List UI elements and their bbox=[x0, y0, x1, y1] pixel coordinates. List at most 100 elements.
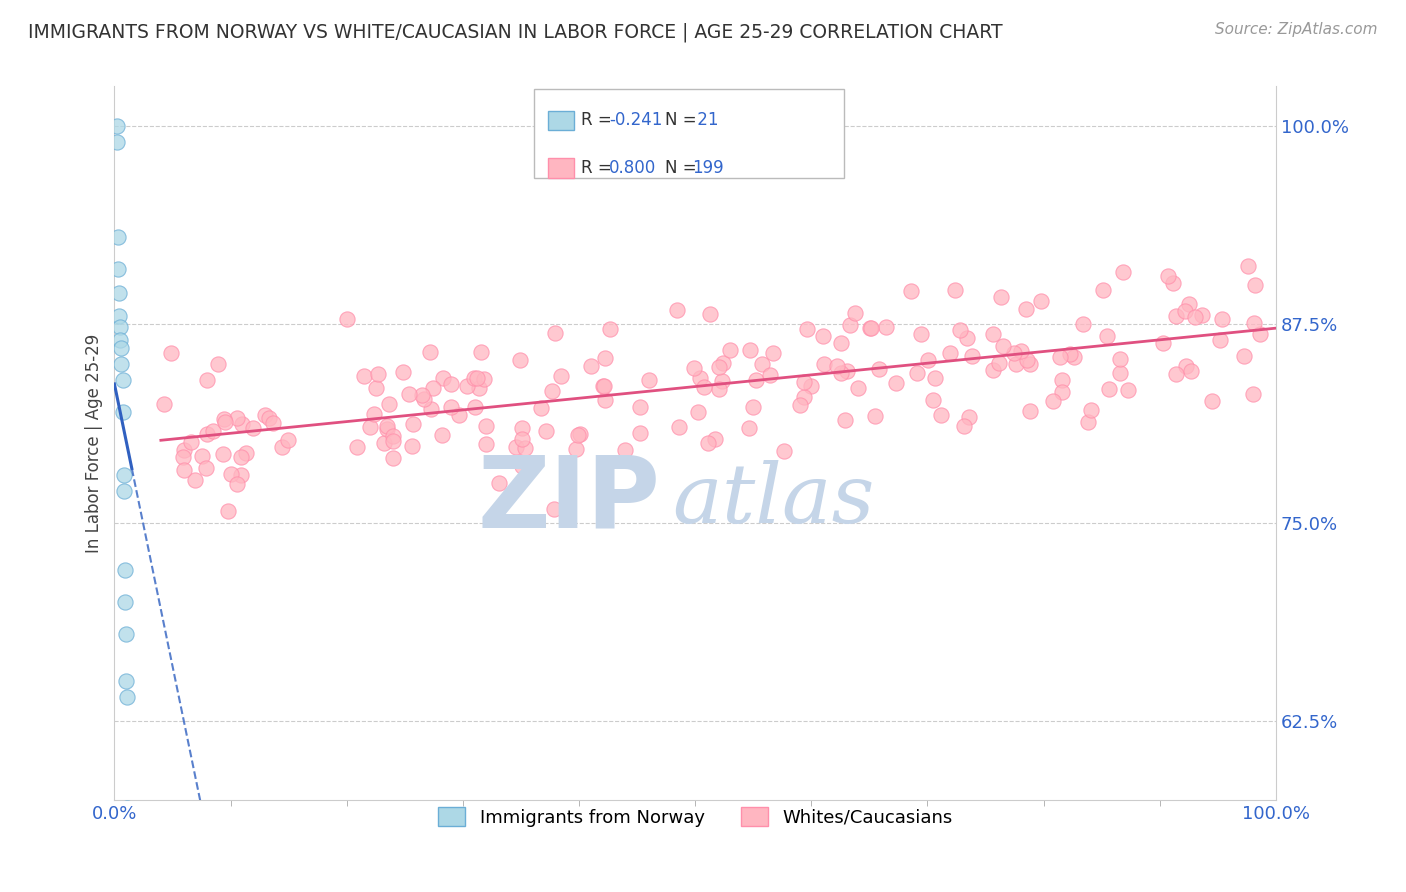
Point bbox=[917, 353, 939, 368]
Text: -0.241: -0.241 bbox=[609, 112, 662, 129]
Point bbox=[1243, 316, 1265, 330]
Point bbox=[614, 442, 637, 457]
Point bbox=[1042, 393, 1064, 408]
Text: N =: N = bbox=[665, 112, 702, 129]
Point bbox=[235, 445, 257, 459]
Point bbox=[212, 447, 235, 461]
Point bbox=[1018, 403, 1040, 417]
Point bbox=[111, 373, 134, 387]
Point bbox=[1166, 367, 1188, 381]
Legend: Immigrants from Norway, Whites/Caucasians: Immigrants from Norway, Whites/Caucasian… bbox=[430, 800, 960, 834]
Point bbox=[668, 419, 690, 434]
Point bbox=[1244, 278, 1267, 293]
Text: ZIP: ZIP bbox=[478, 452, 661, 549]
Point bbox=[510, 432, 533, 446]
Point bbox=[1071, 317, 1094, 331]
Point bbox=[411, 388, 433, 402]
Point bbox=[789, 398, 811, 412]
Point bbox=[707, 383, 730, 397]
Point bbox=[699, 307, 721, 321]
Point bbox=[1180, 364, 1202, 378]
Point bbox=[827, 359, 849, 374]
Point bbox=[1249, 326, 1271, 341]
Point bbox=[515, 441, 537, 455]
Point bbox=[1077, 415, 1099, 429]
Point bbox=[697, 436, 720, 450]
Point bbox=[751, 357, 773, 371]
Point bbox=[1050, 373, 1073, 387]
Point bbox=[692, 380, 714, 394]
Point bbox=[467, 371, 489, 385]
Point bbox=[875, 319, 897, 334]
Point bbox=[1152, 336, 1174, 351]
Point bbox=[846, 381, 869, 395]
Point bbox=[430, 427, 453, 442]
Point bbox=[346, 440, 368, 454]
Point bbox=[373, 435, 395, 450]
Point bbox=[474, 418, 496, 433]
Text: 0.800: 0.800 bbox=[609, 159, 657, 177]
Point bbox=[110, 333, 132, 347]
Point bbox=[180, 434, 202, 449]
Point bbox=[510, 459, 533, 474]
Point bbox=[1237, 260, 1260, 274]
Point bbox=[813, 329, 835, 343]
Point bbox=[956, 330, 979, 344]
Point bbox=[884, 376, 907, 390]
Point bbox=[229, 467, 252, 482]
Point bbox=[173, 463, 195, 477]
Point bbox=[112, 468, 135, 483]
Point bbox=[225, 477, 247, 491]
Point bbox=[1098, 382, 1121, 396]
Point bbox=[599, 322, 621, 336]
Point bbox=[475, 436, 498, 450]
Point bbox=[1209, 334, 1232, 348]
Point bbox=[115, 674, 138, 689]
Point bbox=[800, 379, 823, 393]
Point bbox=[1177, 297, 1199, 311]
Point bbox=[1015, 301, 1038, 316]
Point bbox=[108, 285, 131, 300]
Point bbox=[381, 451, 404, 466]
Point bbox=[565, 442, 588, 456]
Point bbox=[550, 368, 572, 383]
Point bbox=[718, 343, 741, 358]
Point bbox=[544, 326, 567, 341]
Point bbox=[1112, 265, 1135, 279]
Point bbox=[987, 355, 1010, 369]
Text: R =: R = bbox=[581, 112, 617, 129]
Point bbox=[219, 840, 242, 855]
Point bbox=[359, 420, 381, 434]
Point bbox=[689, 370, 711, 384]
Point bbox=[172, 450, 194, 464]
Point bbox=[960, 349, 983, 363]
Point bbox=[738, 420, 761, 434]
Point bbox=[796, 321, 818, 335]
Point bbox=[464, 400, 486, 414]
Point bbox=[242, 421, 264, 435]
Point bbox=[111, 404, 134, 418]
Point bbox=[703, 432, 725, 446]
Point bbox=[792, 375, 814, 389]
Point bbox=[153, 397, 176, 411]
Point bbox=[505, 440, 527, 454]
Point bbox=[835, 364, 858, 378]
Point bbox=[1163, 276, 1185, 290]
Text: 21: 21 bbox=[692, 112, 718, 129]
Point bbox=[569, 426, 592, 441]
Point bbox=[107, 230, 129, 244]
Point bbox=[929, 408, 952, 422]
Point bbox=[105, 135, 128, 149]
Point bbox=[432, 371, 454, 385]
Point bbox=[382, 429, 405, 443]
Point bbox=[225, 410, 247, 425]
Text: 199: 199 bbox=[692, 159, 723, 177]
Point bbox=[900, 284, 922, 298]
Point bbox=[844, 306, 866, 320]
Point bbox=[738, 343, 761, 357]
Point bbox=[207, 357, 229, 371]
Point bbox=[422, 380, 444, 394]
Point bbox=[412, 392, 434, 407]
Point bbox=[1049, 350, 1071, 364]
Point bbox=[839, 318, 862, 332]
